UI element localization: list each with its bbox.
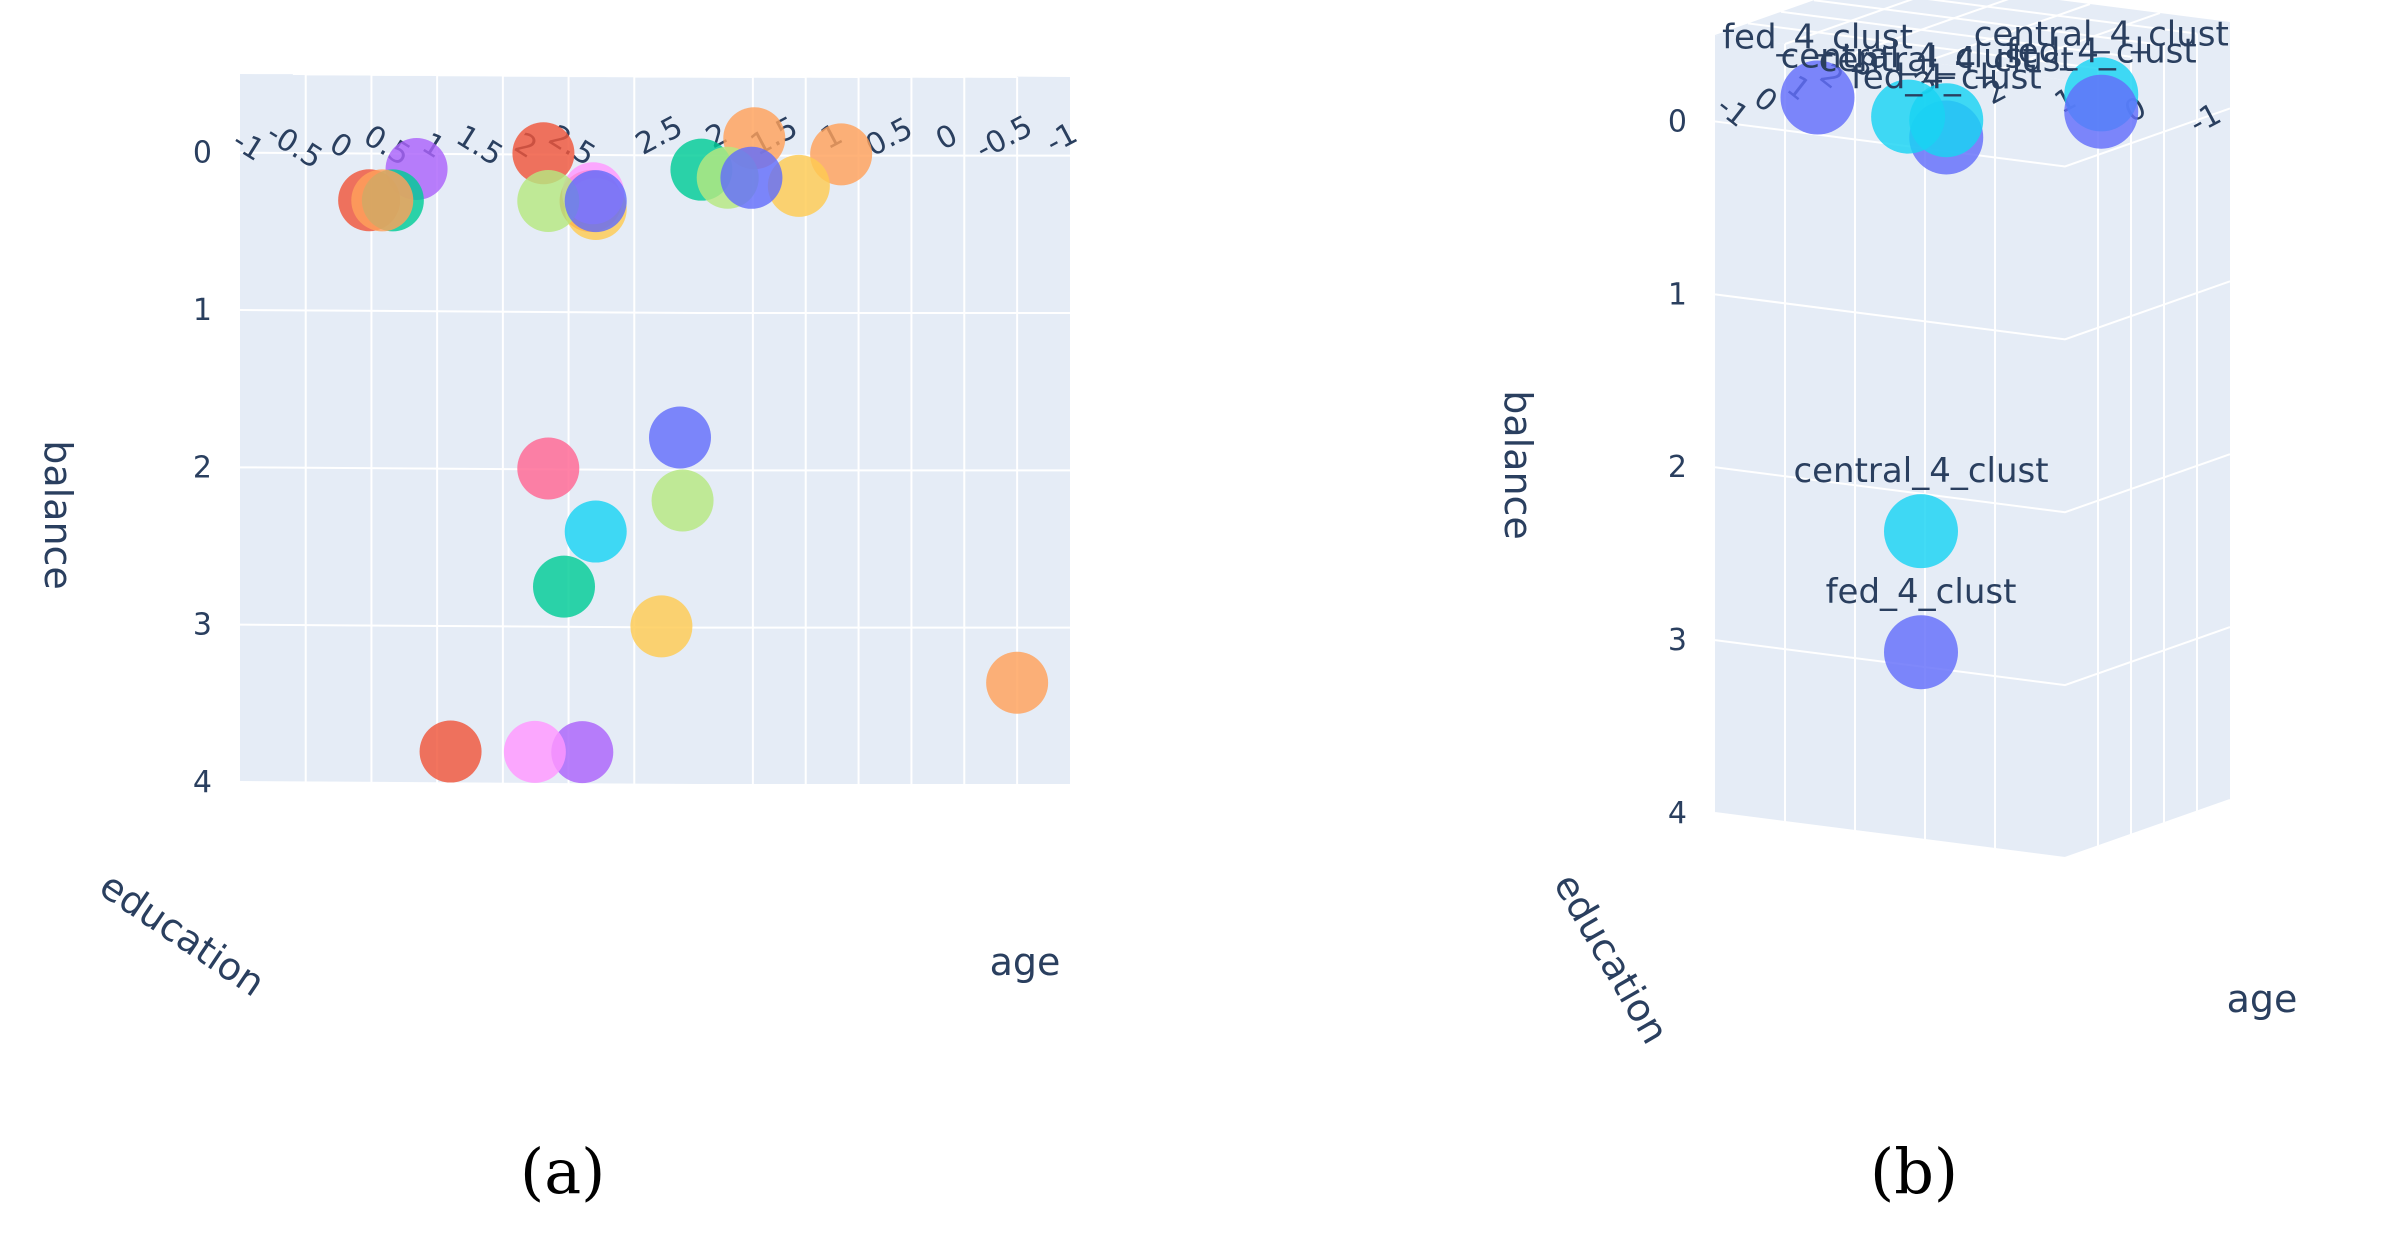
data-point: [810, 123, 873, 186]
data-point: [551, 721, 614, 784]
panel-label-a: (a): [520, 1135, 606, 1208]
z-tick-label: 4: [193, 765, 212, 800]
data-point: [2064, 74, 2139, 149]
data-point: [512, 122, 575, 185]
data-point: [419, 720, 482, 783]
data-point-label: central_4_clust: [1793, 451, 2048, 491]
panel-a-scatter3d: 01234-1-0.500.511.522.5-1-0.500.511.522.…: [36, 73, 1083, 1005]
data-point-label: fed_4_clust: [1851, 58, 2042, 98]
z-tick-label: 2: [193, 450, 212, 485]
data-point: [351, 169, 414, 232]
gridline-floor: [1994, 12, 2161, 72]
data-point: [767, 154, 830, 217]
gridline-floor: [1854, 0, 2009, 54]
z-tick-label: 3: [193, 608, 212, 643]
balance-axis-title: balance: [36, 440, 80, 590]
z-tick-label: 1: [193, 293, 212, 328]
gridline-z: [1714, 799, 2231, 860]
data-point-label: fed_4_clust: [2006, 32, 2197, 72]
data-point-label: central_4_clust: [1819, 40, 2074, 80]
gridline-z: [1714, 107, 2231, 168]
z-tick-label: 3: [1668, 623, 1687, 658]
back-wall-right: [2065, 22, 2230, 858]
data-point: [1884, 494, 1958, 569]
gridline-z: [1714, 453, 2231, 514]
z-tick-label: 0: [193, 136, 212, 171]
data-point: [1884, 615, 1958, 690]
gridline-floor: [1813, 0, 2165, 47]
back-wall-left: [240, 74, 700, 785]
data-point-label: fed_4_clust: [1826, 572, 2017, 612]
data-point-label: central_4_clust: [1781, 37, 2036, 77]
z-tick-label: 2: [1668, 450, 1687, 485]
gridline-floor: [1927, 0, 2198, 35]
age-axis-title: age: [990, 940, 1061, 984]
data-point: [720, 146, 783, 209]
age-axis-title: age: [2227, 977, 2298, 1021]
data-point: [986, 651, 1049, 714]
gridline-z: [1714, 280, 2231, 341]
data-point: [503, 720, 566, 783]
data-point: [651, 469, 714, 532]
education-axis-title: education: [1545, 866, 1677, 1051]
data-point: [533, 555, 595, 618]
balance-axis-title: balance: [1496, 390, 1540, 540]
panel-label-b: (b): [1870, 1135, 1959, 1208]
gridline-z: [239, 781, 1070, 786]
z-tick-label: 1: [1668, 277, 1687, 312]
gridline-z: [239, 309, 1070, 314]
gridline-floor: [1784, 0, 1914, 45]
z-tick-label: 4: [1668, 796, 1687, 831]
back-wall-left: [1715, 35, 2065, 858]
education-axis-title: education: [92, 863, 273, 1005]
data-point: [517, 169, 580, 232]
gridline-floor: [1747, 22, 2099, 70]
z-tick-label: 0: [1668, 104, 1687, 139]
data-point: [649, 406, 711, 469]
gridline-floor: [557, 73, 1018, 78]
gridline-z: [1714, 626, 2231, 687]
data-point: [517, 437, 580, 500]
back-wall-right: [700, 77, 1070, 785]
panel-b-scatter3d: 01234-10123-10123balanceeducationagefed_…: [1496, 0, 2297, 1051]
data-point: [630, 595, 693, 658]
gridline-floor: [1780, 10, 2132, 58]
data-point: [564, 500, 627, 563]
data-point: [1780, 60, 1855, 135]
data-point-label: central_4_clust: [1974, 14, 2229, 54]
data-point-label: fed_4_clust: [1722, 18, 1913, 58]
gridline-z: [239, 623, 1070, 629]
gridline-z: [239, 466, 1070, 472]
gridline-floor: [1924, 3, 2091, 63]
data-point: [1871, 79, 1946, 154]
data-point: [564, 170, 627, 233]
